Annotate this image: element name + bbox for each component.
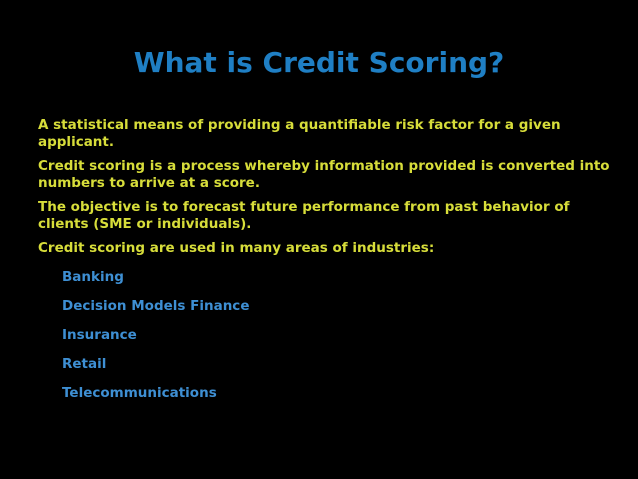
paragraph-line: Credit scoring is a process whereby info…	[38, 158, 610, 174]
paragraph-line: Credit scoring are used in many areas of…	[38, 240, 435, 256]
paragraph-process: Credit scoring is a process whereby info…	[38, 158, 623, 192]
paragraph-line: A statistical means of providing a quant…	[38, 117, 561, 133]
industry-item-telecommunications: Telecommunications	[62, 385, 217, 401]
paragraph-line: applicant.	[38, 134, 114, 150]
paragraph-objective: The objective is to forecast future perf…	[38, 199, 623, 233]
paragraph-industries-intro: Credit scoring are used in many areas of…	[38, 240, 623, 257]
industry-item-decision-models-finance: Decision Models Finance	[62, 298, 250, 314]
paragraph-line: clients (SME or individuals).	[38, 216, 252, 232]
paragraph-line: numbers to arrive at a score.	[38, 175, 260, 191]
industry-item-insurance: Insurance	[62, 327, 137, 343]
paragraph-line: The objective is to forecast future perf…	[38, 199, 570, 215]
industry-list: Banking Decision Models Finance Insuranc…	[38, 269, 623, 402]
industry-item-retail: Retail	[62, 356, 107, 372]
paragraph-definition: A statistical means of providing a quant…	[38, 117, 623, 151]
slide-title: What is Credit Scoring?	[133, 46, 505, 79]
slide-body: A statistical means of providing a quant…	[38, 117, 623, 414]
industry-item-banking: Banking	[62, 269, 124, 285]
